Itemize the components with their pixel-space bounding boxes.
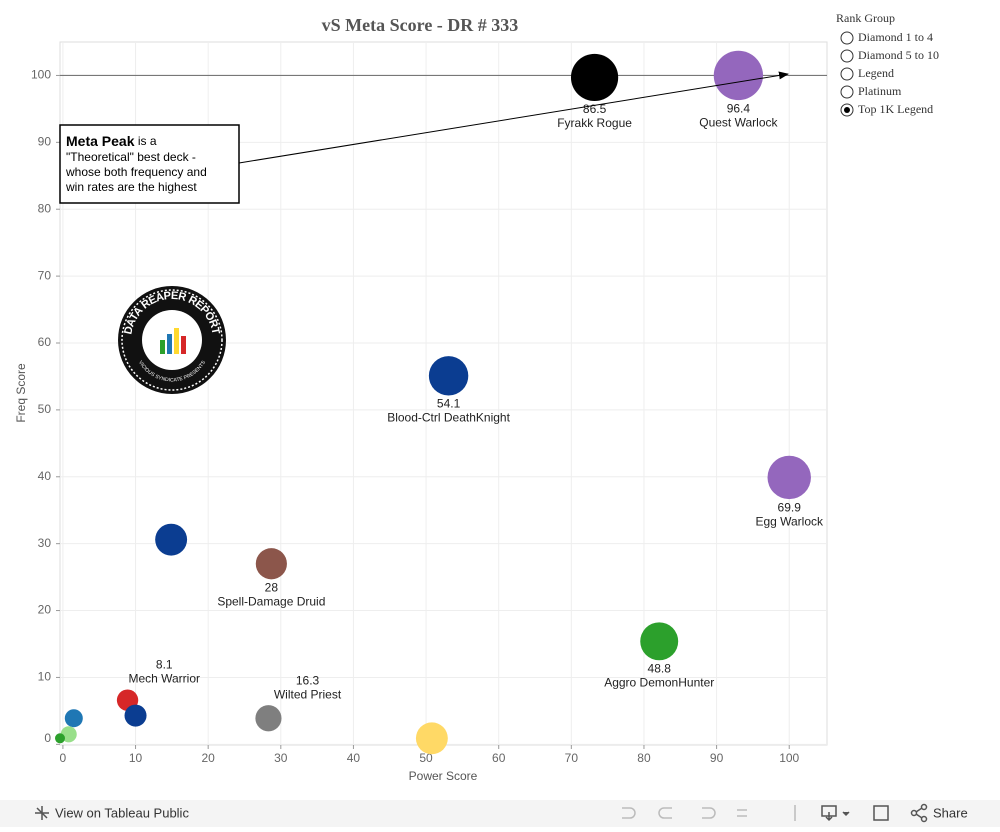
annotation-text: win rates are the highest (65, 180, 197, 194)
view-link[interactable]: View on Tableau Public (55, 805, 189, 820)
fullscreen-icon[interactable] (873, 805, 889, 821)
bubble (55, 733, 65, 744)
chart-title: vS Meta Score - DR # 333 (322, 15, 519, 35)
x-tick-label: 30 (274, 751, 288, 765)
legend-radio[interactable] (840, 31, 854, 45)
bubble-size-label: 54.1 (437, 397, 461, 411)
legend-radio[interactable] (840, 85, 854, 99)
annotation-text: "Theoretical" best deck - (66, 150, 196, 164)
share-button[interactable]: Share (933, 805, 968, 820)
x-tick-label: 100 (779, 751, 799, 765)
bubble (255, 548, 287, 580)
y-tick-label: 90 (38, 135, 52, 149)
bubble-name-label: Mech Warrior (128, 672, 200, 686)
x-tick-label: 70 (565, 751, 579, 765)
x-tick-label: 40 (347, 751, 361, 765)
x-tick-label: 80 (637, 751, 651, 765)
bubble (64, 709, 83, 728)
y-tick-label: 40 (38, 469, 52, 483)
share-icon[interactable] (910, 803, 928, 823)
bubble (767, 455, 811, 500)
bubble (255, 705, 282, 732)
annotation-arrow (238, 71, 789, 164)
annotation-box (59, 124, 240, 204)
bubble-name-label: Aggro DemonHunter (604, 675, 714, 689)
legend: Diamond 1 to 4 Diamond 5 to 10 Legend Plati… (840, 30, 939, 117)
bubble-name-label: Wilted Priest (274, 687, 342, 701)
bubble-size-label: 28 (265, 580, 279, 594)
bubble-size-label: 8.1 (156, 658, 173, 672)
x-tick-label: 20 (201, 751, 215, 765)
x-tick-label: 50 (419, 751, 433, 765)
x-tick-label: 60 (492, 751, 506, 765)
bubble-size-label: 96.4 (727, 101, 751, 115)
bubble (428, 356, 469, 396)
bubble (713, 50, 764, 101)
y-tick-label: 70 (38, 268, 52, 282)
bubble (570, 53, 619, 102)
legend-radio-dot[interactable] (844, 107, 850, 113)
y-tick-label: 30 (38, 536, 52, 550)
y-axis-label: Freq Score (14, 363, 28, 423)
bubble-size-label: 16.3 (296, 673, 320, 687)
toolbar: View on Tableau Public Share (0, 800, 1000, 827)
legend-radio[interactable] (840, 49, 854, 63)
logo: DATA REAPER REPORT VICIOUS SYNDICATE PRE… (118, 286, 226, 394)
x-tick-label: 90 (710, 751, 724, 765)
legend-item[interactable]: Top 1K Legend (858, 102, 933, 116)
bubble-size-label: 69.9 (778, 500, 802, 514)
plot-area: 0 10 20 30 40 50 60 70 80 90 100 0 10 20 30 40 50 60 70 80 9… (31, 41, 828, 765)
bubble (124, 704, 147, 727)
x-tick-label: 0 (60, 751, 67, 765)
bubble-name-label: Quest Warlock (699, 115, 778, 129)
annotation-text: Meta Peak is a (66, 133, 157, 149)
annotation-text: whose both frequency and (65, 165, 207, 179)
y-tick-label: 60 (38, 335, 52, 349)
y-tick-label: 0 (44, 731, 51, 745)
download-icon[interactable] (821, 805, 850, 822)
y-tick-label: 50 (38, 402, 52, 416)
bubble-name-label: Fyrakk Rogue (557, 116, 632, 130)
y-tick-label: 100 (31, 68, 51, 82)
bubble-size-label: 48.8 (648, 661, 672, 675)
legend-radio[interactable] (840, 67, 854, 81)
legend-item[interactable]: Legend (858, 66, 894, 80)
bubble (155, 523, 188, 556)
tableau-icon[interactable] (35, 806, 49, 820)
y-tick-label: 20 (38, 603, 52, 617)
legend-item[interactable]: Diamond 5 to 10 (858, 48, 939, 62)
bubble (415, 722, 448, 755)
bubble-name-label: Spell-Damage Druid (217, 594, 325, 608)
legend-item[interactable]: Diamond 1 to 4 (858, 30, 933, 44)
x-axis-label: Power Score (409, 769, 478, 783)
y-tick-label: 80 (38, 201, 52, 215)
bubble-size-label: 86.5 (583, 102, 607, 116)
bubble (640, 622, 679, 661)
toolbar-bg (0, 800, 1000, 827)
undo-redo[interactable] (622, 805, 796, 821)
bubble-name-label: Blood-Ctrl DeathKnight (387, 411, 510, 425)
x-tick-label: 10 (129, 751, 143, 765)
legend-item[interactable]: Platinum (858, 84, 902, 98)
bubble-name-label: Egg Warlock (755, 514, 824, 528)
y-tick-label: 10 (38, 670, 52, 684)
legend-title: Rank Group (836, 11, 895, 25)
